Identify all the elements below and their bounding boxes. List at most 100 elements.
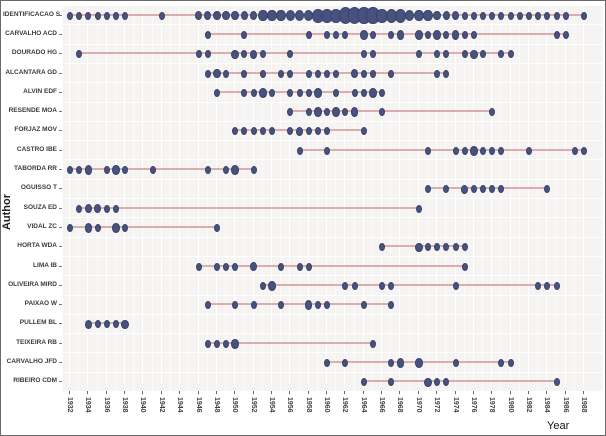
data-point bbox=[443, 30, 450, 39]
data-point bbox=[442, 10, 451, 21]
data-point bbox=[507, 11, 514, 20]
x-axis-tick bbox=[179, 391, 181, 394]
data-point bbox=[76, 11, 83, 20]
data-point bbox=[360, 127, 367, 136]
data-point bbox=[249, 49, 258, 59]
data-point bbox=[213, 10, 221, 21]
gridline-horizontal bbox=[63, 391, 603, 392]
y-axis-tick bbox=[59, 246, 62, 248]
data-point bbox=[544, 281, 551, 290]
gridline-horizontal bbox=[63, 236, 603, 238]
data-point bbox=[414, 9, 424, 22]
data-point bbox=[425, 30, 432, 39]
data-point bbox=[314, 88, 322, 98]
author-label: FORJAZ MOV bbox=[14, 126, 57, 134]
data-point bbox=[350, 107, 359, 117]
data-point bbox=[396, 30, 405, 40]
data-point bbox=[480, 50, 487, 59]
data-point bbox=[461, 262, 468, 271]
data-point bbox=[581, 11, 588, 20]
x-axis-tick bbox=[528, 391, 529, 394]
x-axis-tick-label: 1940 bbox=[139, 397, 147, 413]
data-point bbox=[333, 88, 340, 97]
data-point bbox=[526, 11, 532, 20]
x-axis-tick bbox=[472, 391, 474, 394]
y-axis-tick bbox=[59, 72, 62, 74]
data-point bbox=[223, 166, 230, 175]
data-point bbox=[305, 262, 312, 271]
y-axis-tick bbox=[59, 207, 62, 209]
data-point bbox=[84, 203, 93, 214]
data-point bbox=[498, 11, 505, 20]
data-point bbox=[94, 223, 101, 232]
data-point bbox=[304, 300, 313, 310]
author-label: LIMA IB bbox=[33, 261, 57, 269]
author-label: CASTRO IBE bbox=[16, 145, 57, 153]
data-point bbox=[195, 262, 202, 271]
gridline-horizontal bbox=[63, 178, 603, 180]
data-point bbox=[84, 165, 93, 175]
data-point bbox=[103, 204, 110, 213]
data-point bbox=[121, 319, 129, 330]
data-point bbox=[305, 88, 312, 97]
x-axis-tick bbox=[252, 391, 254, 394]
data-point bbox=[241, 69, 248, 78]
x-axis-tick bbox=[160, 391, 162, 394]
data-point bbox=[461, 50, 468, 59]
data-point bbox=[195, 50, 202, 59]
data-point bbox=[461, 243, 468, 252]
data-point bbox=[451, 10, 460, 21]
data-point bbox=[194, 10, 203, 21]
x-axis-tick-label: 1954 bbox=[267, 397, 275, 413]
data-point bbox=[388, 69, 395, 78]
data-point bbox=[333, 69, 340, 78]
gridline-horizontal bbox=[63, 82, 603, 84]
data-point bbox=[489, 146, 496, 155]
gridline-horizontal bbox=[63, 62, 603, 64]
x-axis-tick-label: 1932 bbox=[66, 397, 73, 413]
data-point bbox=[351, 281, 358, 290]
x-axis-tick-label: 1970 bbox=[414, 397, 422, 413]
data-point bbox=[204, 301, 211, 310]
data-point bbox=[443, 185, 450, 194]
data-point bbox=[498, 185, 505, 194]
gridline-horizontal bbox=[63, 352, 603, 354]
y-axis-tick bbox=[59, 188, 62, 190]
data-point bbox=[223, 69, 230, 78]
x-axis-tick-label: 1978 bbox=[488, 397, 496, 413]
data-point bbox=[122, 166, 129, 175]
x-axis-tick-label: 1980 bbox=[506, 397, 514, 413]
data-point bbox=[342, 281, 349, 290]
x-axis-tick-label: 1976 bbox=[469, 397, 477, 413]
y-axis-tick bbox=[59, 130, 62, 132]
timeline-segment bbox=[78, 52, 510, 55]
data-point bbox=[268, 281, 276, 291]
data-point bbox=[516, 11, 523, 20]
x-axis-tick-label: 1972 bbox=[433, 397, 441, 413]
data-point bbox=[388, 301, 395, 310]
data-point bbox=[213, 262, 220, 271]
data-point bbox=[213, 339, 220, 348]
author-label: RESENDE MOA bbox=[8, 107, 57, 115]
x-axis-tick-label: 1942 bbox=[157, 397, 165, 413]
data-point bbox=[103, 166, 110, 175]
gridline-horizontal bbox=[63, 198, 603, 199]
author-label: CARVALHO JFD bbox=[6, 358, 57, 366]
data-point bbox=[434, 243, 441, 252]
data-point bbox=[425, 243, 432, 252]
data-point bbox=[507, 50, 514, 59]
data-point bbox=[415, 50, 422, 59]
data-point bbox=[112, 320, 119, 329]
data-point bbox=[470, 11, 477, 20]
author-label: RIBEIRO CDM bbox=[13, 377, 57, 385]
data-point bbox=[67, 223, 73, 232]
x-axis-tick bbox=[417, 391, 419, 394]
x-axis-title: Year bbox=[547, 420, 570, 432]
data-point bbox=[213, 88, 220, 97]
data-point bbox=[112, 223, 120, 233]
data-point bbox=[544, 11, 551, 20]
data-point bbox=[314, 301, 321, 310]
gridline-horizontal bbox=[63, 101, 603, 103]
data-point bbox=[285, 9, 296, 22]
data-point bbox=[296, 146, 303, 155]
